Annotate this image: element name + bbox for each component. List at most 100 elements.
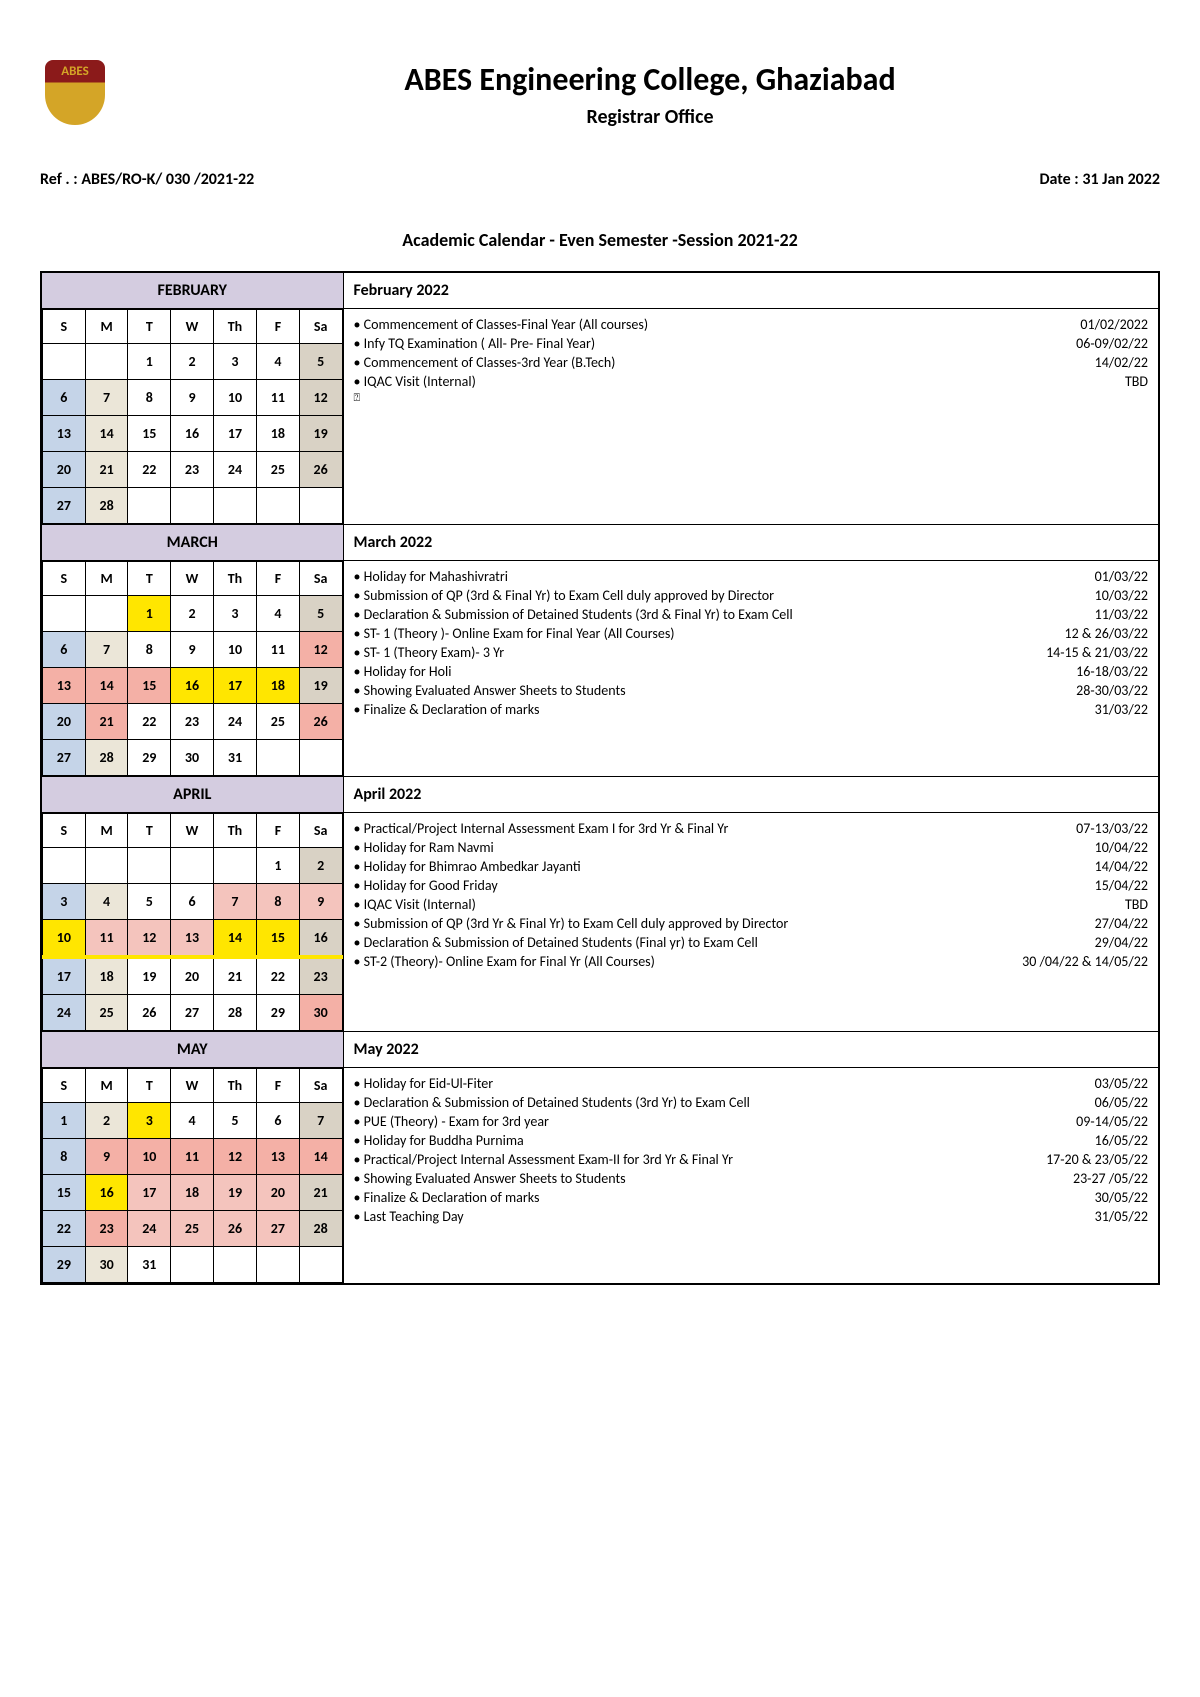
calendar-day	[43, 344, 86, 380]
event-date: 31/05/22	[1085, 1208, 1148, 1225]
day-header: F	[257, 562, 300, 596]
day-header: S	[43, 1069, 86, 1103]
events-header: March 2022	[343, 525, 1159, 561]
calendar-day: 29	[43, 1247, 86, 1283]
calendar-day	[213, 848, 256, 884]
trailing-note: ⍰	[354, 391, 1149, 405]
calendar-day: 26	[213, 1211, 256, 1247]
day-header: Th	[213, 814, 256, 848]
event-date: 28-30/03/22	[1066, 682, 1148, 699]
calendar-day: 31	[213, 740, 256, 776]
calendar-day: 9	[171, 632, 214, 668]
calendar-table: FEBRUARYFebruary 2022SMTWThFSa1234567891…	[40, 271, 1160, 1285]
event-text: • Holiday for Eid-Ul-Fiter	[354, 1075, 1085, 1092]
calendar-day: 21	[213, 957, 256, 995]
month-header: APRIL	[41, 777, 343, 813]
calendar-grid: SMTWThFSa1234567891011121314151617181920…	[42, 1068, 343, 1283]
calendar-day: 20	[43, 452, 86, 488]
college-name: ABES Engineering College, Ghaziabad	[140, 60, 1160, 99]
calendar-day: 16	[299, 920, 342, 958]
calendar-day: 27	[43, 488, 86, 524]
event-line: • ST- 1 (Theory Exam)- 3 Yr14-15 & 21/03…	[354, 643, 1149, 662]
calendar-day: 26	[299, 452, 342, 488]
calendar-day: 18	[257, 416, 300, 452]
calendar-day	[85, 848, 128, 884]
event-line: • Holiday for Eid-Ul-Fiter03/05/22	[354, 1074, 1149, 1093]
calendar-day: 12	[128, 920, 171, 958]
day-header: Sa	[299, 310, 342, 344]
calendar-day: 15	[257, 920, 300, 958]
event-text: • Holiday for Ram Navmi	[354, 839, 1085, 856]
calendar-day: 2	[85, 1103, 128, 1139]
calendar-day: 19	[299, 668, 342, 704]
event-line: • Holiday for Mahashivratri01/03/22	[354, 567, 1149, 586]
ref-row: Ref . : ABES/RO-K/ 030 /2021-22 Date : 3…	[40, 170, 1160, 189]
event-date: 06-09/02/22	[1066, 335, 1148, 352]
event-date: 23-27 /05/22	[1063, 1170, 1148, 1187]
calendar-grid: SMTWThFSa1234567891011121314151617181920…	[42, 561, 343, 776]
calendar-day: 20	[171, 957, 214, 995]
calendar-grid: SMTWThFSa1234567891011121314151617181920…	[42, 309, 343, 524]
calendar-day: 10	[43, 920, 86, 958]
calendar-day: 29	[128, 740, 171, 776]
event-text: • Commencement of Classes-3rd Year (B.Te…	[354, 354, 1085, 371]
day-header: M	[85, 310, 128, 344]
event-text: • Finalize & Declaration of marks	[354, 1189, 1085, 1206]
event-date: 09-14/05/22	[1066, 1113, 1148, 1130]
calendar-day: 30	[299, 995, 342, 1031]
month-header: FEBRUARY	[41, 272, 343, 309]
day-header: T	[128, 310, 171, 344]
event-line: • Declaration & Submission of Detained S…	[354, 1093, 1149, 1112]
calendar-day: 24	[43, 995, 86, 1031]
calendar-day: 13	[43, 668, 86, 704]
calendar-day	[257, 740, 300, 776]
calendar-day: 5	[213, 1103, 256, 1139]
event-date: 30/05/22	[1085, 1189, 1148, 1206]
calendar-day: 5	[299, 596, 342, 632]
calendar-day: 21	[85, 704, 128, 740]
calendar-day: 17	[213, 416, 256, 452]
calendar-day: 13	[43, 416, 86, 452]
event-line: • Practical/Project Internal Assessment …	[354, 819, 1149, 838]
calendar-day: 17	[43, 957, 86, 995]
calendar-grid: SMTWThFSa1234567891011121314151617181920…	[42, 813, 343, 1031]
calendar-day: 6	[43, 632, 86, 668]
events-header: April 2022	[343, 777, 1159, 813]
event-text: • Showing Evaluated Answer Sheets to Stu…	[354, 682, 1067, 699]
calendar-day: 3	[213, 596, 256, 632]
event-text: • Showing Evaluated Answer Sheets to Stu…	[354, 1170, 1063, 1187]
calendar-day: 1	[128, 596, 171, 632]
calendar-day: 10	[128, 1139, 171, 1175]
event-text: • PUE (Theory) - Exam for 3rd year	[354, 1113, 1067, 1130]
calendar-day: 5	[128, 884, 171, 920]
calendar-day: 22	[43, 1211, 86, 1247]
calendar-day: 4	[85, 884, 128, 920]
events-cell: • Holiday for Eid-Ul-Fiter03/05/22• Decl…	[343, 1068, 1159, 1285]
calendar-day: 2	[171, 344, 214, 380]
day-header: F	[257, 814, 300, 848]
event-date: 16-18/03/22	[1066, 663, 1148, 680]
calendar-day: 11	[257, 632, 300, 668]
calendar-day: 24	[213, 704, 256, 740]
event-date: 27/04/22	[1085, 915, 1148, 932]
calendar-day	[85, 596, 128, 632]
event-date: 10/03/22	[1085, 587, 1148, 604]
event-date: 17-20 & 23/05/22	[1036, 1151, 1148, 1168]
calendar-day: 28	[85, 740, 128, 776]
event-text: • ST-2 (Theory)- Online Exam for Final Y…	[354, 953, 1013, 970]
calendar-day: 19	[299, 416, 342, 452]
day-header: T	[128, 562, 171, 596]
calendar-day: 12	[299, 632, 342, 668]
calendar-day: 22	[128, 452, 171, 488]
calendar-day: 1	[128, 344, 171, 380]
calendar-day: 1	[257, 848, 300, 884]
calendar-day: 18	[171, 1175, 214, 1211]
calendar-day: 23	[171, 452, 214, 488]
calendar-day: 13	[257, 1139, 300, 1175]
day-header: Sa	[299, 814, 342, 848]
day-header: W	[171, 1069, 214, 1103]
calendar-day: 8	[43, 1139, 86, 1175]
calendar-day: 9	[171, 380, 214, 416]
calendar-day: 24	[213, 452, 256, 488]
event-text: • Declaration & Submission of Detained S…	[354, 606, 1085, 623]
